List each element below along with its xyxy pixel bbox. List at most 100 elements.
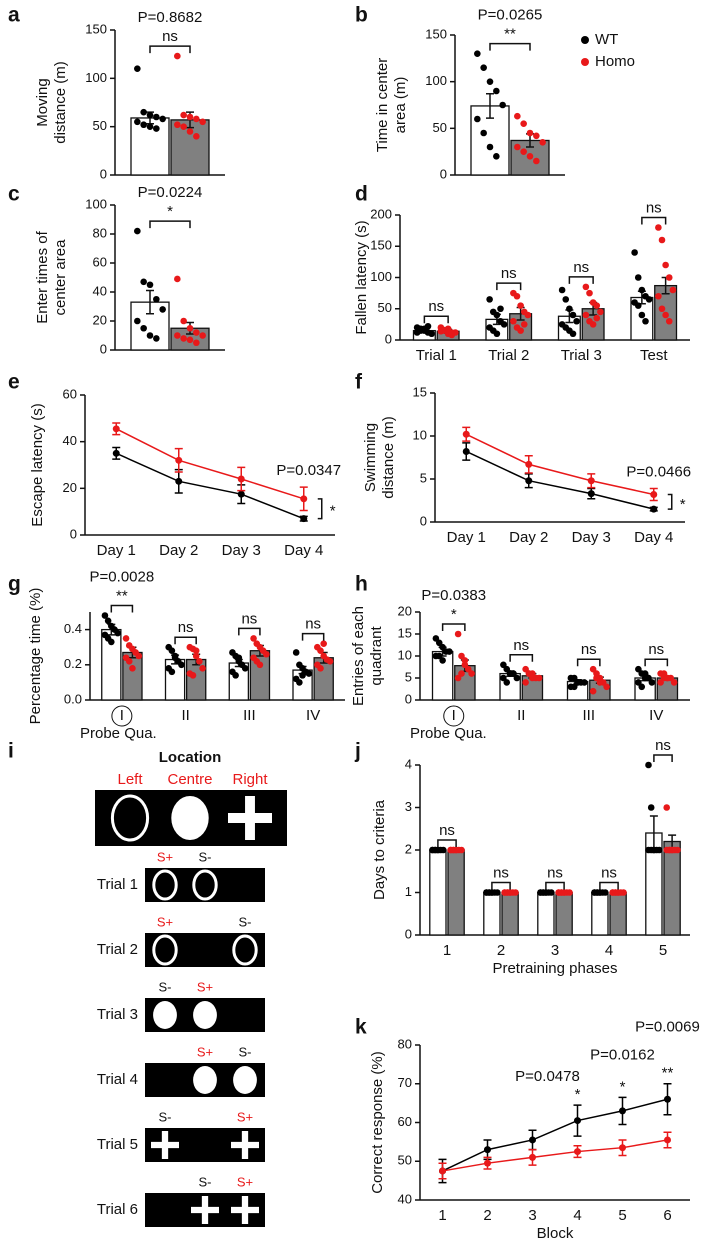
data-point	[112, 449, 120, 457]
x-tick-label: Test	[640, 347, 668, 364]
panel-letter: a	[8, 4, 20, 27]
data-point	[159, 115, 166, 123]
y-tick-label: 150	[85, 21, 107, 36]
data-point	[514, 143, 521, 151]
ring-stimulus	[110, 794, 150, 842]
significance-bracket	[149, 45, 191, 54]
data-point	[638, 683, 646, 691]
x-tick-label: IV	[649, 707, 663, 724]
y-tick-label: 100	[425, 73, 447, 88]
data-point	[146, 281, 154, 289]
data-point	[232, 672, 239, 679]
data-point	[235, 654, 243, 662]
x-tick-label: 2	[497, 942, 505, 959]
significance-bracket	[238, 627, 261, 636]
cross-stimulus	[231, 1131, 259, 1159]
significance-bracket	[644, 658, 669, 667]
x-axis-label: Probe Qua.	[80, 725, 157, 742]
y-axis-label: quadrant	[368, 626, 385, 686]
data-point	[104, 617, 112, 625]
y-tick-label: 20	[63, 480, 77, 495]
data-point	[474, 115, 481, 123]
bar	[447, 849, 465, 936]
data-point	[146, 332, 154, 339]
significance-bracket	[301, 632, 325, 641]
data-point	[454, 630, 462, 638]
data-point	[520, 148, 527, 155]
disc-stimulus	[233, 1066, 257, 1094]
data-point	[560, 889, 568, 896]
data-point	[650, 490, 658, 498]
data-point	[458, 846, 465, 854]
data-point	[506, 889, 514, 896]
significance-label: ns	[241, 610, 257, 627]
significance-bracket	[496, 282, 522, 291]
data-point	[548, 889, 555, 896]
data-point	[506, 670, 514, 677]
data-point	[153, 125, 160, 132]
data-point	[134, 317, 141, 325]
data-point	[602, 889, 609, 896]
cross-stimulus	[151, 1131, 179, 1159]
error-bar	[146, 289, 154, 315]
cue-label: S+	[157, 914, 173, 929]
significance-label: **	[662, 1065, 674, 1082]
data-point	[574, 1148, 581, 1156]
data-point	[317, 647, 324, 655]
disc-stimulus	[193, 1066, 217, 1094]
disc-stimulus	[171, 796, 209, 840]
legend-marker	[581, 58, 589, 66]
panel-letter: c	[8, 183, 20, 206]
data-point	[641, 670, 649, 677]
data-point	[140, 278, 147, 286]
data-point	[171, 654, 179, 662]
significance-label: *	[167, 203, 173, 220]
y-tick-label: 0	[420, 513, 427, 528]
data-point	[440, 846, 447, 854]
data-point	[192, 652, 200, 660]
data-point	[525, 460, 533, 468]
bar	[501, 891, 519, 936]
data-point	[587, 477, 595, 485]
bar	[609, 891, 627, 936]
x-tick-label: 3	[528, 1207, 536, 1224]
data-point	[529, 1136, 536, 1144]
data-point	[542, 889, 550, 896]
data-point	[134, 118, 141, 126]
data-point	[134, 227, 141, 235]
data-point	[574, 679, 581, 686]
data-point	[175, 456, 183, 464]
data-point	[569, 311, 577, 319]
data-point	[326, 657, 334, 665]
y-axis-label: Swimming	[362, 423, 379, 492]
data-point	[596, 679, 604, 686]
significance-label: *	[451, 606, 457, 623]
data-point	[428, 330, 435, 338]
significance-label: ns	[428, 298, 444, 315]
comparison-bracket	[317, 498, 323, 520]
y-axis-label: Enter times of	[34, 230, 51, 323]
data-point	[587, 490, 595, 498]
data-point	[480, 129, 487, 137]
data-point	[439, 657, 446, 664]
data-point	[263, 650, 270, 658]
data-point	[631, 249, 638, 256]
data-point	[122, 635, 130, 642]
disc-stimulus	[153, 1001, 177, 1029]
cue-label: S+	[237, 1174, 253, 1189]
y-tick-label: 50	[378, 300, 392, 315]
data-point	[461, 657, 469, 664]
data-point	[596, 889, 604, 896]
y-tick-label: 70	[398, 1075, 412, 1090]
data-point	[488, 889, 496, 896]
data-point	[305, 670, 313, 677]
p-value: P=0.0265	[478, 7, 543, 24]
data-point	[153, 335, 160, 342]
data-point	[655, 224, 662, 231]
x-tick-label: 5	[659, 942, 667, 959]
data-point	[174, 275, 181, 283]
y-tick-label: 4	[405, 756, 412, 771]
cue-label: S+	[237, 1109, 253, 1124]
significance-bracket	[441, 623, 466, 631]
